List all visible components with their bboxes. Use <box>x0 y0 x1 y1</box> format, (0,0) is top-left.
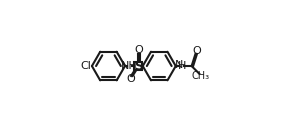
Text: H: H <box>178 61 186 71</box>
Text: CH₃: CH₃ <box>192 71 210 81</box>
Text: O: O <box>192 46 201 56</box>
Text: N: N <box>175 60 184 70</box>
Text: O: O <box>126 74 135 84</box>
Text: S: S <box>134 60 143 73</box>
FancyBboxPatch shape <box>134 62 143 70</box>
Text: Cl: Cl <box>80 61 91 71</box>
Text: O: O <box>134 45 143 55</box>
Text: NH: NH <box>121 61 138 71</box>
